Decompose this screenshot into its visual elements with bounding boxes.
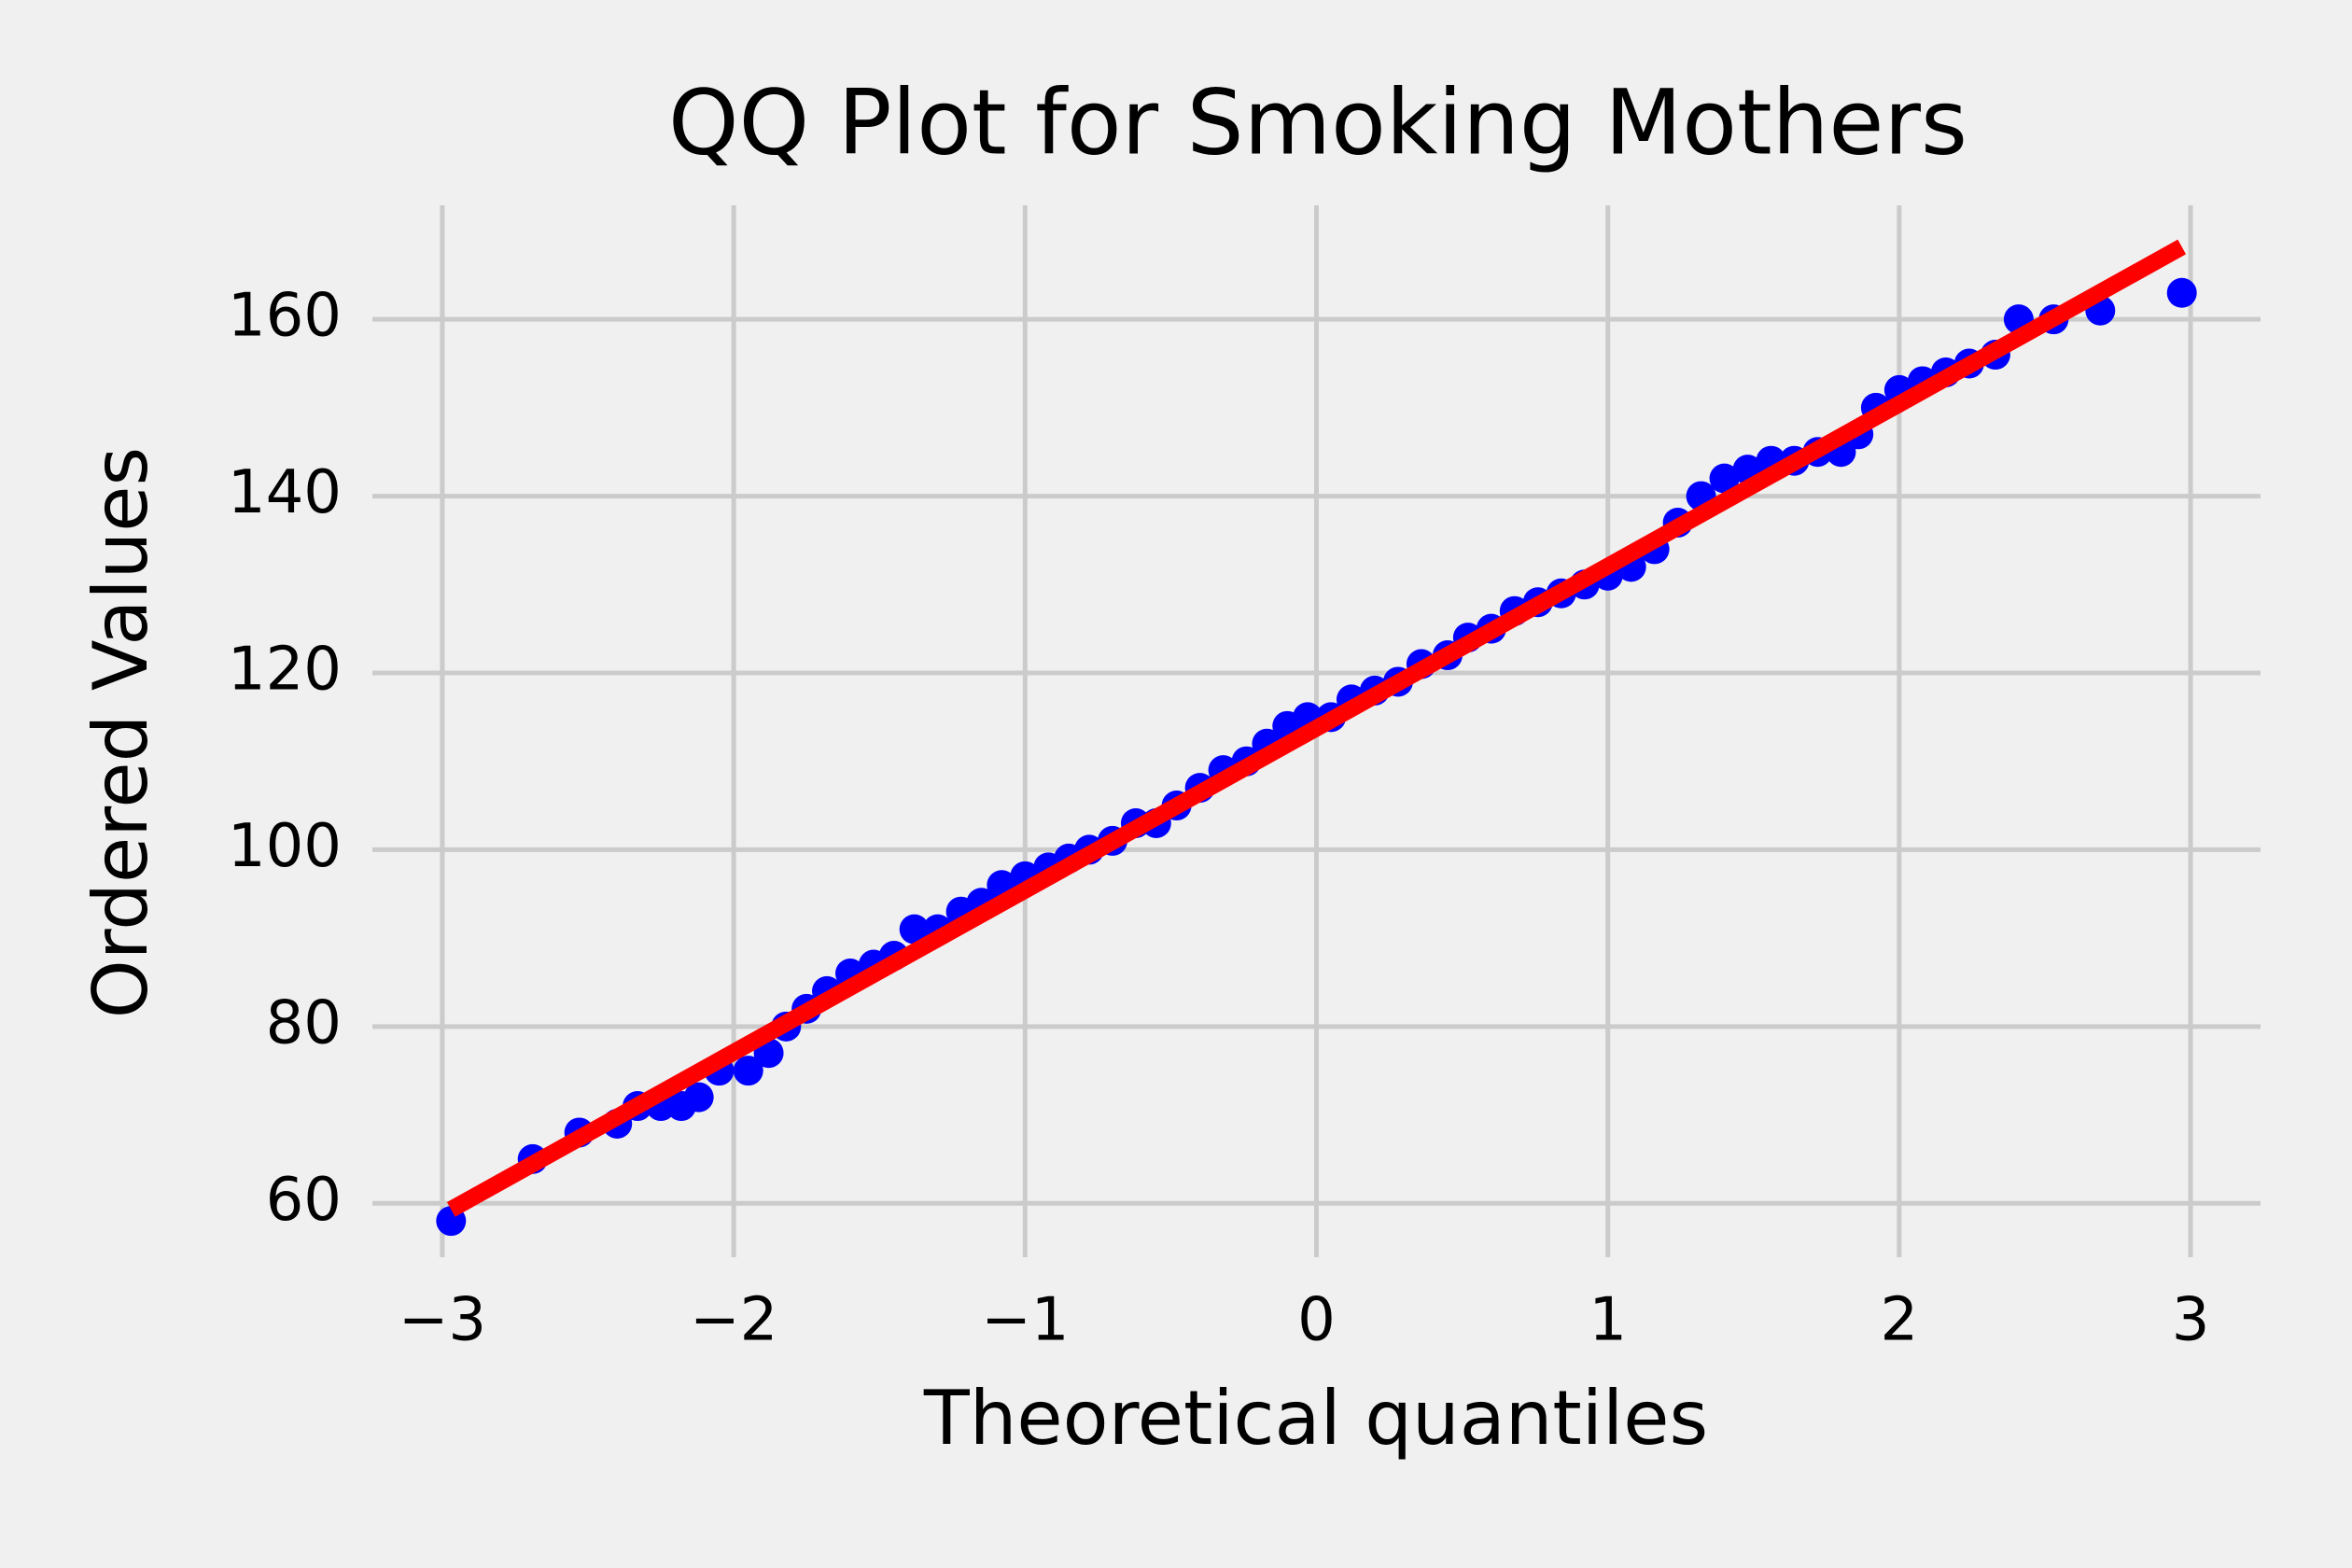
x-tick-label: 3	[2172, 1286, 2210, 1355]
x-tick-label: 2	[1881, 1286, 1919, 1355]
y-tick-label: 120	[228, 636, 342, 705]
y-axis-label: Ordered Values	[77, 447, 164, 1018]
chart-title: QQ Plot for Smoking Mothers	[668, 70, 1967, 175]
y-tick-label: 160	[228, 282, 342, 351]
y-tick-label: 80	[266, 988, 342, 1057]
x-tick-label: 1	[1589, 1286, 1627, 1355]
point	[899, 914, 930, 945]
fit-line	[446, 239, 2187, 1217]
x-tick-label: 0	[1297, 1286, 1336, 1355]
point	[683, 1082, 714, 1113]
y-tick-label: 100	[228, 812, 342, 881]
point	[2166, 277, 2197, 308]
x-axis-label: Theoretical quantiles	[923, 1375, 1708, 1462]
point	[733, 1056, 763, 1086]
point	[1709, 463, 1740, 494]
x-tick-label: −1	[981, 1286, 1069, 1355]
y-tick-label: 60	[266, 1166, 342, 1235]
x-tick-label: −2	[690, 1286, 777, 1355]
y-tick-label: 140	[228, 458, 342, 527]
x-tick-label: −3	[399, 1286, 486, 1355]
